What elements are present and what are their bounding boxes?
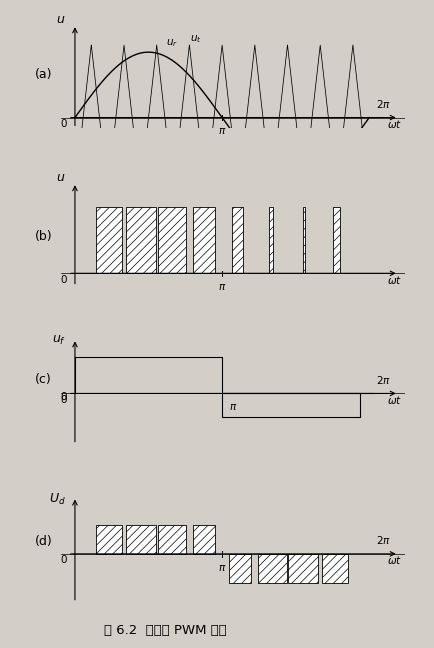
Text: $u_f$: $u_f$ [51,334,66,347]
Bar [231,207,243,273]
Text: $u$: $u$ [56,13,66,26]
Bar [288,554,318,583]
Text: $\pi$: $\pi$ [229,402,237,412]
Text: $u_r$: $u_r$ [166,37,178,49]
Text: (a): (a) [35,67,53,80]
Text: 0: 0 [60,395,66,405]
Text: 图 6.2  单极性 PWM 波形: 图 6.2 单极性 PWM 波形 [104,624,226,637]
Text: $\pi$: $\pi$ [217,282,226,292]
Text: 0: 0 [60,119,66,129]
Text: $\omega t$: $\omega t$ [386,118,401,130]
Text: $\omega t$: $\omega t$ [386,274,401,286]
Text: $u$: $u$ [56,171,66,184]
Text: 0: 0 [60,555,66,566]
Bar [125,525,155,554]
Text: $\pi$: $\pi$ [217,562,226,573]
Bar [229,554,250,583]
Bar [322,554,347,583]
Bar [332,207,340,273]
Text: (d): (d) [35,535,53,548]
Text: $2\pi$: $2\pi$ [375,534,391,546]
Bar [269,207,272,273]
Text: $2\pi$: $2\pi$ [375,374,391,386]
Text: $U_d$: $U_d$ [49,492,66,507]
Bar [257,554,286,583]
Text: $\pi$: $\pi$ [217,126,226,136]
Bar [125,207,155,273]
Text: $u_t$: $u_t$ [189,33,201,45]
Text: (c): (c) [35,373,52,386]
Text: $2\pi$: $2\pi$ [375,98,391,110]
Bar [193,207,214,273]
Text: $\omega t$: $\omega t$ [386,394,401,406]
Bar [193,525,214,554]
Bar [96,525,122,554]
Bar [157,207,186,273]
Text: 0: 0 [60,392,66,402]
Bar [96,207,122,273]
Text: $\omega t$: $\omega t$ [386,555,401,566]
Text: 0: 0 [60,275,66,285]
Bar [302,207,304,273]
Bar [157,525,186,554]
Text: (b): (b) [35,230,53,243]
